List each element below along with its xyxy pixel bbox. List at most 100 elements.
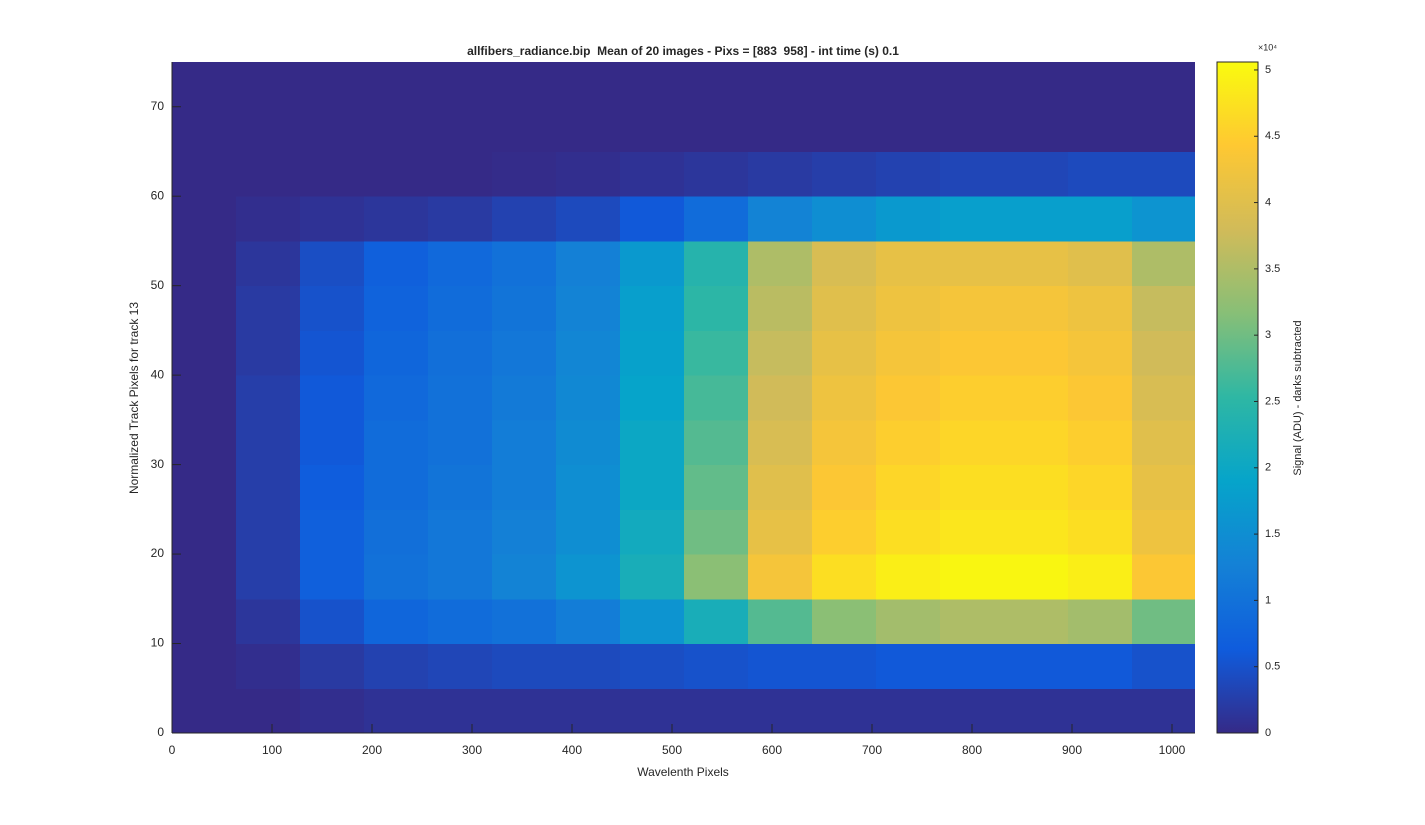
- heatmap-cell: [1068, 330, 1133, 376]
- heatmap-cell: [172, 509, 237, 555]
- heatmap-cell: [236, 554, 301, 600]
- heatmap-cell: [172, 151, 237, 197]
- heatmap-cell: [1132, 643, 1195, 689]
- colorbar-tick-label: 3.5: [1265, 263, 1280, 275]
- colorbar-tick-label: 3: [1265, 329, 1271, 341]
- heatmap-cell: [492, 598, 557, 645]
- heatmap-cell: [1004, 106, 1069, 152]
- heatmap-cell: [876, 554, 941, 600]
- heatmap-cell: [1132, 330, 1195, 376]
- heatmap-cell: [364, 419, 429, 466]
- heatmap-cell: [748, 62, 813, 108]
- heatmap-cell: [620, 688, 685, 733]
- heatmap-cell: [876, 106, 941, 152]
- heatmap-cell: [300, 106, 365, 152]
- heatmap-cell: [556, 330, 621, 376]
- heatmap-cell: [684, 688, 749, 733]
- heatmap-cell: [1068, 688, 1133, 733]
- heatmap-cell: [876, 62, 941, 108]
- heatmap-cell: [364, 688, 429, 733]
- heatmap-cell: [812, 285, 877, 331]
- heatmap-cell: [876, 285, 941, 331]
- heatmap-cell: [620, 62, 685, 108]
- heatmap-cell: [876, 419, 941, 466]
- heatmap-cell: [492, 464, 557, 510]
- heatmap-cell: [876, 688, 941, 733]
- heatmap-cell: [1004, 554, 1069, 600]
- heatmap-cell: [236, 240, 301, 287]
- heatmap-cell: [812, 240, 877, 287]
- heatmap: [172, 62, 1195, 733]
- heatmap-cell: [1132, 196, 1195, 242]
- heatmap-cell: [1132, 464, 1195, 510]
- heatmap-cell: [364, 240, 429, 287]
- heatmap-cell: [1068, 554, 1133, 600]
- heatmap-cell: [1132, 598, 1195, 645]
- heatmap-cell: [556, 598, 621, 645]
- heatmap-cell: [236, 419, 301, 466]
- colorbar-tick-label: 0.5: [1265, 661, 1280, 673]
- heatmap-cell: [364, 643, 429, 689]
- heatmap-cell: [620, 598, 685, 645]
- heatmap-cell: [1132, 688, 1195, 733]
- y-tick-label: 30: [151, 457, 165, 471]
- heatmap-cell: [940, 464, 1005, 510]
- heatmap-cell: [620, 464, 685, 510]
- heatmap-cell: [620, 554, 685, 600]
- heatmap-cell: [1068, 509, 1133, 555]
- heatmap-cell: [1004, 196, 1069, 242]
- heatmap-cell: [300, 419, 365, 466]
- heatmap-cell: [364, 106, 429, 152]
- heatmap-cell: [364, 464, 429, 510]
- heatmap-cell: [1004, 688, 1069, 733]
- heatmap-cell: [940, 151, 1005, 197]
- heatmap-cell: [620, 240, 685, 287]
- heatmap-cell: [748, 240, 813, 287]
- x-tick-label: 1000: [1159, 743, 1186, 757]
- heatmap-cell: [748, 464, 813, 510]
- heatmap-cell: [236, 375, 301, 421]
- x-tick-label: 300: [462, 743, 482, 757]
- heatmap-cell: [812, 554, 877, 600]
- heatmap-cell: [812, 62, 877, 108]
- heatmap-cell: [428, 643, 493, 689]
- heatmap-cell: [428, 688, 493, 733]
- heatmap-cell: [364, 554, 429, 600]
- heatmap-cell: [428, 285, 493, 331]
- colorbar-tick-label: 2: [1265, 462, 1271, 474]
- heatmap-cell: [1068, 464, 1133, 510]
- colorbar-tick-label: 1: [1265, 594, 1271, 606]
- heatmap-cell: [428, 151, 493, 197]
- heatmap-cell: [428, 240, 493, 287]
- heatmap-cell: [556, 151, 621, 197]
- heatmap-cell: [364, 151, 429, 197]
- y-tick-label: 10: [151, 636, 165, 650]
- heatmap-cell: [1068, 285, 1133, 331]
- heatmap-cell: [684, 62, 749, 108]
- heatmap-cell: [428, 375, 493, 421]
- heatmap-cell: [172, 598, 237, 645]
- heatmap-cell: [428, 464, 493, 510]
- heatmap-cell: [300, 554, 365, 600]
- heatmap-cell: [940, 106, 1005, 152]
- heatmap-cell: [876, 509, 941, 555]
- heatmap-cell: [620, 106, 685, 152]
- heatmap-cell: [1132, 151, 1195, 197]
- heatmap-cell: [1132, 509, 1195, 555]
- heatmap-cell: [1068, 151, 1133, 197]
- x-tick-label: 600: [762, 743, 782, 757]
- heatmap-cell: [812, 419, 877, 466]
- heatmap-cell: [876, 196, 941, 242]
- heatmap-cell: [1068, 598, 1133, 645]
- heatmap-cell: [300, 598, 365, 645]
- heatmap-cell: [748, 509, 813, 555]
- heatmap-cell: [364, 375, 429, 421]
- heatmap-cell: [556, 554, 621, 600]
- heatmap-cell: [172, 643, 237, 689]
- heatmap-cell: [940, 62, 1005, 108]
- heatmap-cell: [236, 643, 301, 689]
- heatmap-cell: [556, 419, 621, 466]
- heatmap-cell: [556, 240, 621, 287]
- heatmap-cell: [300, 464, 365, 510]
- heatmap-cell: [748, 419, 813, 466]
